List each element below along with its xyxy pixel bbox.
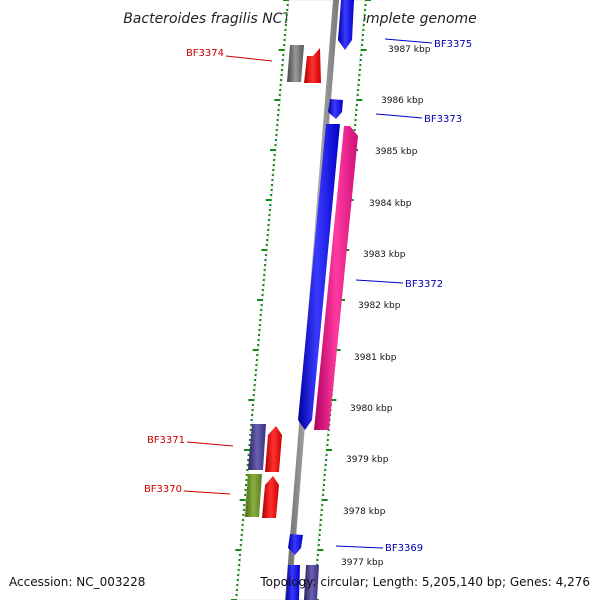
gene-BF3372	[298, 124, 340, 430]
gene-BF3371-red	[265, 426, 282, 472]
scale-label: 3979 kbp	[346, 455, 389, 465]
gene-label-BF3371: BF3371	[147, 435, 185, 446]
gene-label-BF3370: BF3370	[144, 484, 182, 495]
gene-BF3373	[328, 99, 343, 119]
gene-BF3372-pink	[314, 126, 358, 430]
gene-labels: BF3375 BF3374 BF3373 BF3372 BF3371 BF337…	[144, 38, 472, 554]
leader-line	[183, 490, 231, 495]
leader-line	[186, 441, 234, 447]
scale-label: 3977 kbp	[341, 558, 384, 568]
accession-text: Accession: NC_003228	[9, 575, 145, 589]
gene-bottom-purple	[304, 565, 319, 600]
gene-label-BF3373: BF3373	[424, 114, 462, 125]
gene-BF3374-gray	[287, 45, 304, 82]
leader-line	[355, 279, 404, 284]
gene-label-BF3374: BF3374	[186, 48, 224, 59]
gene-BF3370-red	[262, 476, 279, 518]
scale-label: 3981 kbp	[354, 353, 397, 363]
gene-features	[245, 0, 358, 600]
scale-label: 3986 kbp	[381, 96, 424, 106]
genome-summary-text: Topology: circular; Length: 5,205,140 bp…	[259, 575, 590, 589]
left-tick-ruler	[231, 0, 289, 600]
gene-BF3375	[338, 0, 354, 50]
gene-BF3369	[288, 534, 303, 555]
scale-label: 3985 kbp	[375, 147, 418, 157]
leader-line	[375, 113, 423, 119]
scale-label: 3980 kbp	[350, 404, 393, 414]
leader-line	[335, 545, 384, 549]
gene-BF3371-purple	[248, 424, 266, 470]
gene-label-BF3372: BF3372	[405, 279, 443, 290]
gene-BF3374-red	[304, 48, 321, 83]
gene-label-BF3375: BF3375	[434, 39, 472, 50]
scale-label: 3978 kbp	[343, 507, 386, 517]
leader-line	[384, 38, 433, 44]
scale-label: 3982 kbp	[358, 301, 401, 311]
scale-labels: 3987 kbp 3986 kbp 3985 kbp 3984 kbp 3983…	[341, 45, 431, 568]
scale-label: 3983 kbp	[363, 250, 406, 260]
leader-line	[225, 55, 273, 62]
gene-BF3370-green	[245, 474, 262, 517]
scale-label: 3984 kbp	[369, 199, 412, 209]
scale-label: 3987 kbp	[388, 45, 431, 55]
gene-bottom-blue	[286, 565, 300, 600]
gene-label-BF3369: BF3369	[385, 543, 423, 554]
